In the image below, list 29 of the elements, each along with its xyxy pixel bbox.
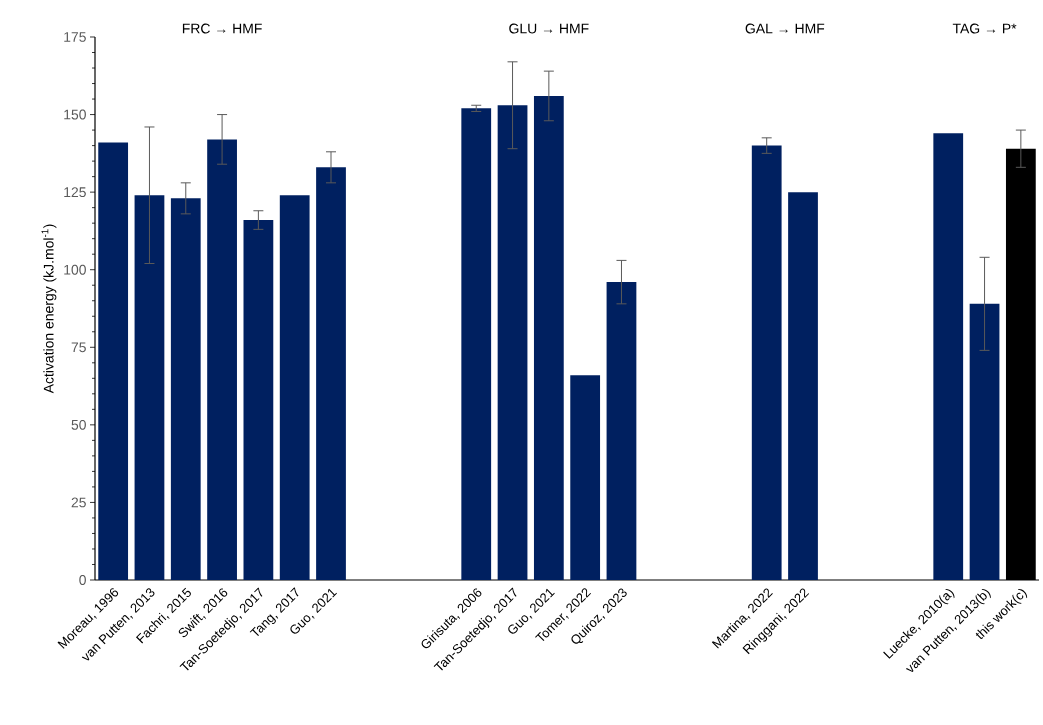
bar — [279, 195, 310, 580]
y-axis-title: Activation energy (kJ.mol$^{-1}$) — [41, 224, 57, 394]
bar — [606, 282, 637, 580]
y-tick-label: 50 — [71, 419, 86, 430]
y-tick-label: 100 — [64, 264, 86, 275]
bar — [170, 198, 201, 580]
bar — [933, 133, 964, 580]
y-tick-label: 25 — [71, 497, 86, 508]
text: GLU → HMF — [509, 23, 589, 34]
text: GAL → HMF — [745, 23, 825, 34]
text: TAG → P* — [952, 23, 1017, 34]
bar — [570, 375, 601, 580]
bar — [533, 95, 564, 580]
y-tick-label: 75 — [71, 342, 86, 353]
y-tick-label: 0 — [79, 575, 86, 585]
y-tick-label: 125 — [64, 187, 86, 198]
bar — [751, 145, 782, 580]
bar — [788, 192, 818, 580]
bar — [98, 142, 129, 580]
bar — [461, 108, 492, 580]
bar — [134, 195, 165, 580]
text: FRC → HMF — [182, 23, 262, 34]
bar — [243, 220, 274, 580]
y-tick-label: 175 — [64, 32, 86, 42]
bar — [316, 167, 346, 580]
bar — [969, 303, 1000, 580]
bar — [497, 105, 528, 580]
y-tick-label: 150 — [64, 109, 86, 120]
bar — [207, 139, 237, 580]
